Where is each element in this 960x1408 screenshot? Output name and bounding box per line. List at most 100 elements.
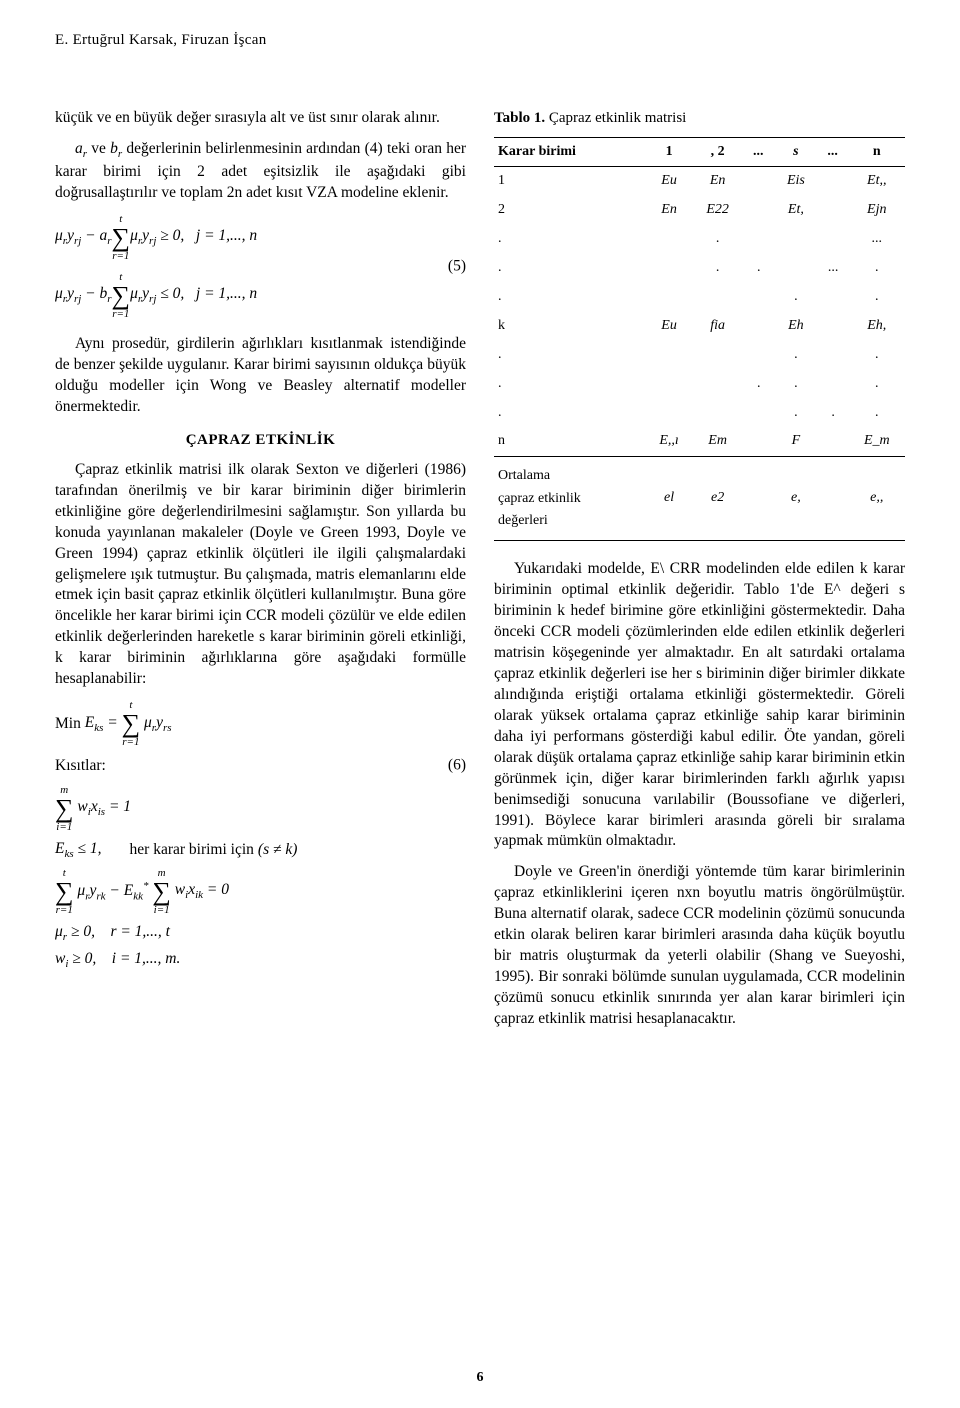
table-body: 1EuEnEisEt,,2EnE22Et,Ejn...............k…: [494, 167, 905, 541]
eq5b-rhs: μryrj ≤ 0, j = 1,..., n: [130, 284, 257, 307]
table-cell: [818, 196, 849, 225]
table-cell: E,,ı: [646, 427, 692, 456]
table-cell: [743, 196, 774, 225]
table-row: 1EuEnEisEt,,: [494, 167, 905, 196]
sne-k: (s ≠ k): [258, 840, 298, 861]
avg-cell: e,: [774, 457, 817, 541]
table-cell: .: [494, 370, 646, 399]
table-cell: [818, 167, 849, 196]
table-cell: ...: [849, 225, 905, 254]
table-cell: 2: [494, 196, 646, 225]
table-avg-row: Ortalamaçapraz etkinlikdeğerleriele2e,e,…: [494, 457, 905, 541]
avg-label-cell: Ortalamaçapraz etkinlikdeğerleri: [494, 457, 646, 541]
left-p4: Çapraz etkinlik matrisi ilk olarak Sexto…: [55, 460, 466, 690]
table-row: 2EnE22Et,Ejn: [494, 196, 905, 225]
table-cell: [692, 399, 743, 428]
c-line1: m∑i=1 wixis = 1: [55, 785, 466, 833]
table-cell: [646, 370, 692, 399]
th-1: 1: [646, 137, 692, 167]
table-cell: [646, 254, 692, 283]
c5: wi ≥ 0, i = 1,..., m.: [55, 949, 180, 972]
table-cell: 1: [494, 167, 646, 196]
left-column: küçük ve en büyük değer sırasıyla alt ve…: [55, 108, 466, 1040]
sum6: m∑i=1: [152, 868, 171, 916]
var-a: a: [75, 140, 83, 157]
kisitlar-text: Kısıtlar:: [55, 757, 106, 774]
table-cell: [743, 283, 774, 312]
table-cell: .: [849, 399, 905, 428]
table-cell: .: [849, 283, 905, 312]
min-equation: Min Eks = t∑r=1 μryrs: [55, 700, 466, 748]
table-cell: [774, 225, 817, 254]
th-2: , 2: [692, 137, 743, 167]
c1-rhs: wixis = 1: [74, 797, 131, 820]
table-cell: Eu: [646, 312, 692, 341]
table-cell: .: [743, 370, 774, 399]
table-cell: .: [692, 254, 743, 283]
table-cell: Et,,: [849, 167, 905, 196]
table-cell: F: [774, 427, 817, 456]
table-cell: .: [774, 283, 817, 312]
table-cell: Eu: [646, 167, 692, 196]
content-columns: küçük ve en büyük değer sırasıyla alt ve…: [55, 108, 905, 1040]
table-cell: [692, 370, 743, 399]
table-cell: .: [774, 341, 817, 370]
table-cell: En: [692, 167, 743, 196]
eq5-line1: μryrj − ar t∑r=1 μryrj ≥ 0, j = 1,..., n: [55, 214, 466, 262]
left-p2: ar ve br değerlerinin belirlenmesinin ar…: [55, 139, 466, 204]
author-header: E. Ertuğrul Karsak, Firuzan İşcan: [55, 30, 905, 50]
table-cell: E22: [692, 196, 743, 225]
sum2: t∑r=1: [112, 272, 131, 320]
table-cell: [818, 341, 849, 370]
table-row: ...: [494, 283, 905, 312]
table-cell: Em: [692, 427, 743, 456]
table-cell: [818, 370, 849, 399]
sum1: t∑r=1: [112, 214, 131, 262]
table-cell: .: [849, 254, 905, 283]
min-eks: Eks =: [85, 713, 122, 736]
eq5b-lhs: μryrj − br: [55, 284, 112, 307]
c3-mid: μryrk − Ekk*: [74, 879, 153, 904]
table-cell: ...: [818, 254, 849, 283]
table-cell: [743, 225, 774, 254]
table-caption: Tablo 1. Çapraz etkinlik matrisi: [494, 108, 905, 128]
page-number: 6: [477, 1369, 484, 1388]
th-3: ...: [743, 137, 774, 167]
min-rhs: μryrs: [140, 713, 171, 736]
table-cell: n: [494, 427, 646, 456]
eq5a-rhs: μryrj ≥ 0, j = 1,..., n: [130, 226, 257, 249]
her-karar: her karar birimi için: [130, 840, 254, 861]
table-cell: .: [774, 370, 817, 399]
avg-cell: [818, 457, 849, 541]
caption-bold: Tablo 1.: [494, 110, 545, 126]
table-cell: .: [818, 399, 849, 428]
eq6-number: (6): [448, 756, 466, 777]
table-row: ....: [494, 399, 905, 428]
table-cell: E_m: [849, 427, 905, 456]
left-p1: küçük ve en büyük değer sırasıyla alt ve…: [55, 108, 466, 129]
table-row: .....: [494, 225, 905, 254]
eq5-line2: μryrj − br t∑r=1 μryrj ≤ 0, j = 1,..., n: [55, 272, 466, 320]
equation-5: μryrj − ar t∑r=1 μryrj ≥ 0, j = 1,..., n…: [55, 214, 466, 320]
table-cell: [692, 341, 743, 370]
table-header-row: Karar birimi 1 , 2 ... s ... n: [494, 137, 905, 167]
table-cell: Ejn: [849, 196, 905, 225]
c-line3: t∑r=1 μryrk − Ekk* m∑i=1 wixik = 0: [55, 868, 466, 916]
th-6: n: [849, 137, 905, 167]
table-row: ...: [494, 341, 905, 370]
c-line2: Eks ≤ 1, her karar birimi için (s ≠ k): [55, 839, 466, 862]
th-0: Karar birimi: [494, 137, 646, 167]
avg-cell: el: [646, 457, 692, 541]
table-cell: [818, 312, 849, 341]
avg-cell: e2: [692, 457, 743, 541]
avg-cell: [743, 457, 774, 541]
table-cell: [818, 427, 849, 456]
table-cell: .: [774, 399, 817, 428]
table-cell: En: [646, 196, 692, 225]
c-line5: wi ≥ 0, i = 1,..., m.: [55, 949, 466, 972]
table-cell: [743, 167, 774, 196]
table-cell: [743, 341, 774, 370]
table-cell: .: [494, 399, 646, 428]
section-title: ÇAPRAZ ETKİNLİK: [55, 430, 466, 450]
c4: μr ≥ 0, r = 1,..., t: [55, 922, 170, 945]
